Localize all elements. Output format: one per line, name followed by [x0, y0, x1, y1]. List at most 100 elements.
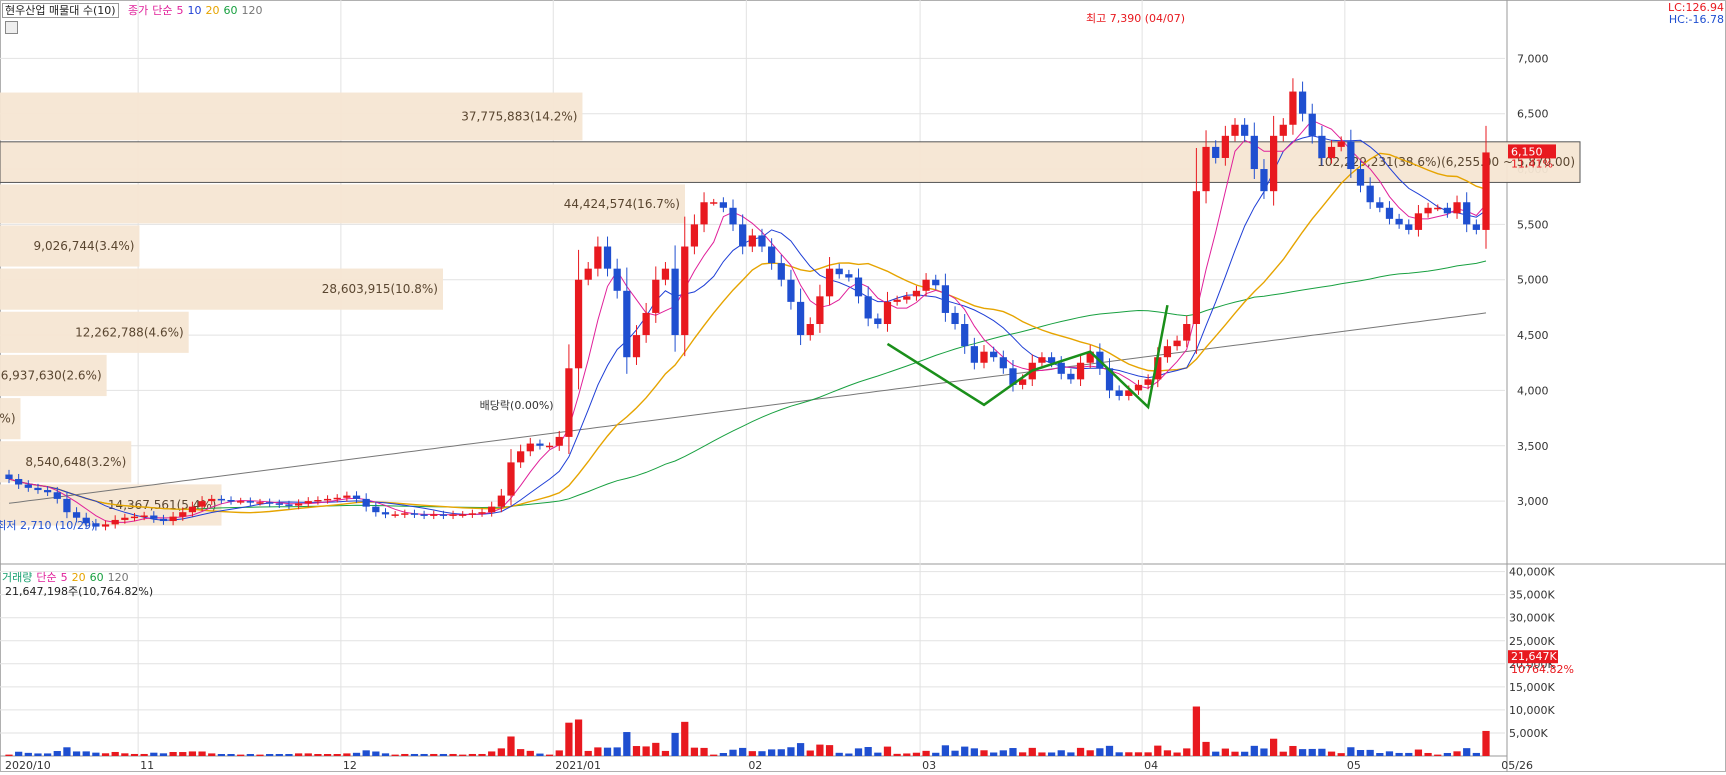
- candle-body: [1318, 135, 1326, 158]
- settings-toggle[interactable]: [5, 20, 18, 34]
- grid-icon: [5, 20, 18, 34]
- candle-body: [53, 492, 61, 499]
- volume-bar: [1192, 706, 1201, 756]
- candle-body: [536, 443, 544, 446]
- candle-body: [1241, 124, 1249, 136]
- candle-body: [864, 296, 872, 319]
- volume-bar: [208, 753, 216, 756]
- candle-body: [941, 285, 950, 313]
- candle-body: [314, 500, 322, 502]
- volume-profile-bar: [0, 92, 583, 141]
- volume-bar: [671, 732, 679, 756]
- volume-bar: [796, 743, 805, 756]
- candle-body: [990, 351, 998, 358]
- volume-bar: [1154, 745, 1162, 756]
- volume-bar: [1067, 752, 1075, 756]
- candle-body: [343, 495, 351, 498]
- volume-tick-label: 25,000K: [1509, 635, 1555, 648]
- candle-body: [652, 279, 660, 313]
- candle-body: [352, 495, 361, 499]
- candle-body: [1086, 351, 1094, 363]
- candle-body: [893, 299, 901, 302]
- volume-bar: [362, 750, 370, 756]
- volume-bar: [912, 752, 921, 756]
- volume-profile-label: 44,424,574(16.7%): [564, 197, 680, 211]
- candle-body: [333, 497, 341, 500]
- volume-profile-label: 1,339,471(0.5%): [0, 412, 16, 426]
- volume-bar: [266, 754, 274, 756]
- candle-body: [903, 296, 911, 300]
- x-tick-label: 02: [748, 759, 762, 772]
- last-volume-label: 21,647K: [1511, 650, 1557, 663]
- candle-body: [1279, 124, 1287, 136]
- volume-bar: [1163, 750, 1172, 756]
- candle-body: [198, 501, 206, 507]
- candle-body: [632, 335, 641, 358]
- volume-bar: [1434, 754, 1442, 756]
- volume-bar: [883, 746, 892, 756]
- candle-body: [72, 512, 81, 518]
- legend-item: 종가: [128, 4, 149, 17]
- candle-body: [729, 207, 737, 225]
- candle-body: [1337, 141, 1345, 147]
- volume-bar: [82, 751, 90, 756]
- candle-body: [1424, 207, 1432, 214]
- candle-body: [980, 351, 988, 363]
- volume-bar: [275, 753, 283, 756]
- candle-body: [1163, 346, 1172, 358]
- candle-body: [111, 519, 119, 525]
- candle-body: [1414, 213, 1423, 230]
- price-tick-label: 3,500: [1517, 440, 1549, 453]
- legend-item: 20: [71, 571, 86, 584]
- volume-bar: [632, 746, 641, 756]
- lc-label: LC:126.94: [1667, 1, 1724, 14]
- candle-body: [835, 268, 843, 275]
- volume-bar: [825, 745, 834, 756]
- volume-profile-bar: [0, 441, 132, 483]
- candle-body: [1453, 202, 1461, 214]
- candle-body: [1202, 146, 1210, 192]
- candle-body: [497, 495, 505, 507]
- candle-body: [1134, 384, 1143, 391]
- candle-body: [1067, 373, 1075, 380]
- volume-bar: [623, 732, 631, 756]
- volume-bar: [1472, 752, 1480, 756]
- volume-bar: [1038, 752, 1046, 756]
- candle-body: [912, 290, 921, 297]
- candle-body: [1434, 207, 1442, 210]
- chart-title: 현우산업 매물대 수(10): [2, 3, 119, 18]
- price-tick-label: 4,500: [1517, 329, 1549, 342]
- last-change-label: 11.41%: [1511, 157, 1553, 170]
- volume-bar: [1028, 747, 1036, 756]
- volume-bar: [188, 751, 197, 756]
- candle-body: [1183, 324, 1191, 341]
- volume-bar: [449, 753, 457, 756]
- volume-bar: [517, 749, 525, 756]
- volume-bar: [1096, 748, 1104, 756]
- candle-body: [140, 515, 148, 518]
- candle-body: [710, 202, 718, 204]
- volume-bar: [92, 752, 100, 756]
- candle-body: [1482, 152, 1490, 230]
- candle-body: [796, 301, 805, 336]
- candle-body: [1366, 185, 1374, 203]
- candle-body: [391, 514, 399, 516]
- candle-body: [690, 224, 699, 247]
- volume-bar: [246, 754, 254, 756]
- candle-body: [150, 515, 158, 519]
- x-tick-label: 2021/01: [555, 759, 601, 772]
- legend-item: 단순: [36, 571, 57, 584]
- volume-bar: [1019, 752, 1027, 756]
- x-tick-label: 03: [922, 759, 936, 772]
- volume-bar: [343, 753, 351, 756]
- volume-bar: [237, 754, 245, 756]
- candle-body: [1144, 379, 1152, 385]
- volume-bar: [970, 748, 978, 756]
- legend-item: 5: [60, 571, 68, 584]
- price-tick-label: 5,000: [1517, 274, 1549, 287]
- volume-bar: [468, 753, 476, 756]
- pattern-line: [886, 304, 1169, 410]
- volume-bar: [159, 753, 168, 756]
- candle-body: [1019, 379, 1027, 385]
